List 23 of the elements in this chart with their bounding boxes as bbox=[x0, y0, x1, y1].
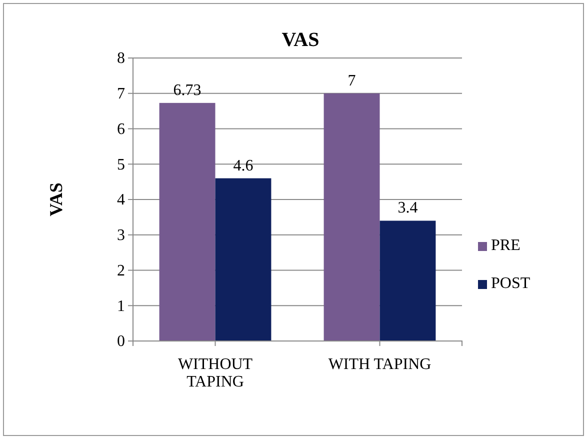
legend-label: PRE bbox=[491, 237, 520, 254]
y-tick-label: 8 bbox=[117, 50, 125, 68]
y-axis-title: VAS bbox=[46, 182, 66, 216]
x-tick-label: WITH TAPING bbox=[328, 356, 432, 373]
bar bbox=[215, 178, 272, 341]
legend-label: POST bbox=[491, 275, 530, 292]
data-label: 6.73 bbox=[173, 82, 202, 99]
data-label: 3.4 bbox=[398, 200, 418, 217]
y-tick-label: 7 bbox=[117, 85, 125, 102]
data-label: 7 bbox=[348, 72, 356, 90]
bar bbox=[324, 93, 380, 341]
chart-title: VAS bbox=[282, 29, 320, 51]
y-tick-label: 5 bbox=[117, 156, 125, 174]
y-tick-label: 4 bbox=[117, 192, 125, 209]
data-label: 4.6 bbox=[233, 157, 254, 174]
y-tick-label: 1 bbox=[117, 298, 125, 315]
bar bbox=[380, 220, 436, 341]
bar bbox=[159, 102, 216, 341]
y-tick-label: 3 bbox=[117, 226, 125, 244]
y-tick-label: 0 bbox=[117, 333, 125, 350]
y-tick-label: 2 bbox=[117, 262, 125, 280]
y-tick-label: 6 bbox=[117, 120, 125, 138]
x-tick-label: WITHOUT TAPING bbox=[178, 356, 253, 391]
